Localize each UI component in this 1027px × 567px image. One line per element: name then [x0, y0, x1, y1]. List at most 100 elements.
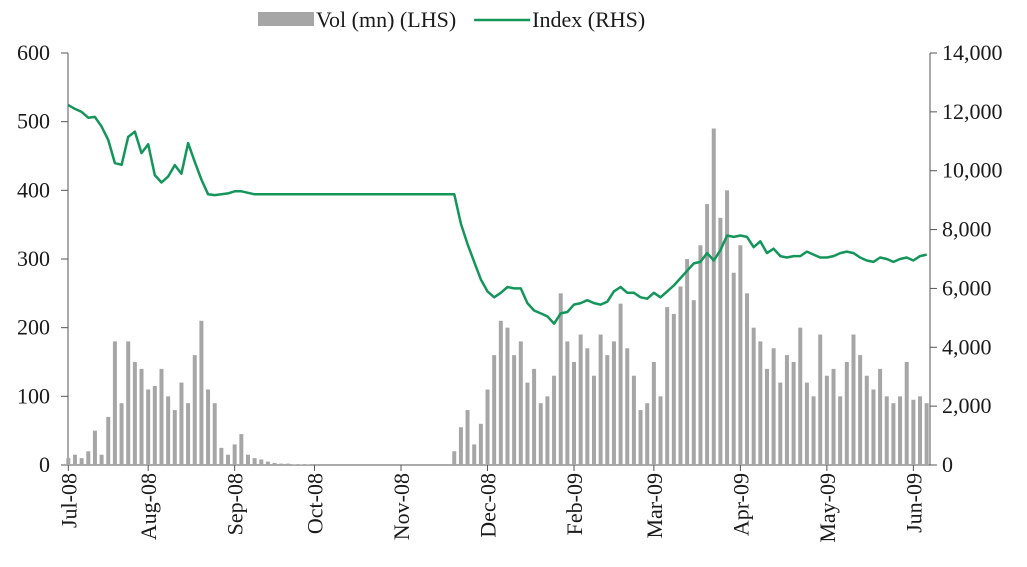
bar: [139, 368, 144, 465]
x-tick-label: Jul-08: [56, 473, 81, 528]
bar: [778, 382, 783, 465]
bar: [232, 444, 237, 465]
bar: [758, 341, 763, 465]
bar: [518, 341, 523, 465]
y-tick-label: 200: [17, 315, 50, 340]
y2-tick-label: 0: [942, 452, 953, 477]
bar: [119, 403, 124, 465]
bar: [299, 464, 304, 465]
bar: [924, 403, 929, 465]
bar: [898, 396, 903, 465]
y-tick-label: 600: [17, 40, 50, 65]
y2-tick-label: 6,000: [942, 275, 992, 300]
bar: [478, 423, 483, 465]
bar: [738, 245, 743, 465]
bar: [691, 300, 696, 465]
bar: [452, 451, 457, 465]
x-tick-label: Jun-09: [901, 473, 926, 533]
bar: [252, 458, 257, 465]
bar: [525, 382, 530, 465]
bar: [791, 362, 796, 465]
bar: [66, 458, 71, 465]
bar: [851, 334, 856, 465]
x-tick-label: Oct-08: [303, 473, 328, 534]
x-tick-label: Mar-09: [642, 473, 667, 539]
bar: [658, 396, 663, 465]
bar: [152, 386, 157, 465]
bar: [206, 389, 211, 465]
bar: [112, 341, 117, 465]
bar: [146, 389, 151, 465]
bar: [685, 259, 690, 465]
bar: [106, 416, 111, 465]
bar: [285, 463, 290, 465]
bar: [512, 355, 517, 465]
bar: [665, 307, 670, 465]
bar: [159, 368, 164, 465]
y-tick-label: 0: [39, 452, 50, 477]
bar: [771, 348, 776, 465]
y-tick-label: 400: [17, 177, 50, 202]
x-tick-label: Aug-08: [136, 473, 161, 540]
bar: [824, 375, 829, 465]
bar: [186, 403, 191, 465]
bar: [259, 459, 264, 465]
bar: [532, 368, 537, 465]
bar: [498, 320, 503, 465]
x-tick-label: Sep-08: [223, 473, 248, 535]
bar: [711, 128, 716, 466]
bar: [72, 454, 77, 465]
bar: [265, 461, 270, 465]
bar: [565, 341, 570, 465]
bar: [625, 348, 630, 465]
bar: [605, 355, 610, 465]
bar: [132, 362, 137, 465]
bar: [725, 190, 730, 466]
bar: [878, 368, 883, 465]
bar: [272, 462, 277, 465]
bar: [305, 464, 310, 465]
x-tick-label: May-09: [815, 473, 840, 543]
bar: [92, 430, 97, 465]
bar: [99, 454, 104, 465]
bar: [804, 382, 809, 465]
bar: [918, 396, 923, 465]
bar: [172, 410, 177, 465]
bar: [505, 327, 510, 465]
y2-tick-label: 12,000: [942, 99, 1003, 124]
y2-tick-label: 8,000: [942, 217, 992, 242]
bar: [465, 410, 470, 465]
bar: [239, 434, 244, 465]
bar: [245, 454, 250, 465]
index-line: [67, 104, 927, 325]
bar: [538, 403, 543, 465]
bar: [844, 362, 849, 465]
bar: [651, 362, 656, 465]
bar: [871, 389, 876, 465]
bar: [904, 362, 909, 465]
bar: [279, 463, 284, 465]
bar: [884, 396, 889, 465]
bar: [199, 320, 204, 465]
bar: [731, 272, 736, 465]
bar: [638, 410, 643, 465]
bar: [838, 396, 843, 465]
bar: [698, 245, 703, 465]
bar: [485, 389, 490, 465]
bar: [585, 348, 590, 465]
bar: [179, 382, 184, 465]
bar: [558, 293, 563, 465]
bar: [611, 341, 616, 465]
y2-tick-label: 14,000: [942, 40, 1003, 65]
bar: [598, 334, 603, 465]
bar: [671, 313, 676, 465]
bar: [552, 375, 557, 465]
bar: [645, 403, 650, 465]
bar: [831, 368, 836, 465]
x-tick-label: Nov-08: [389, 473, 414, 540]
bar: [764, 368, 769, 465]
y2-tick-label: 2,000: [942, 393, 992, 418]
bar: [79, 458, 84, 465]
bar: [192, 355, 197, 465]
bar: [678, 286, 683, 465]
